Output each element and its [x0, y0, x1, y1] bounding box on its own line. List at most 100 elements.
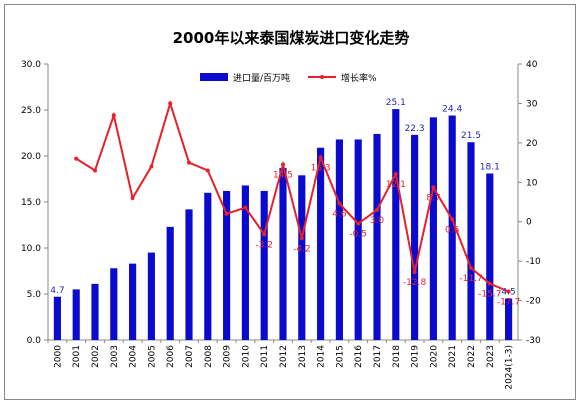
legend-line-marker: [320, 75, 324, 79]
y-tick-label: 20.0: [21, 152, 41, 162]
bar-data-label: 4.5: [501, 288, 515, 298]
growth-point: [487, 281, 492, 286]
bar-data-label: 4.7: [50, 286, 64, 296]
y2-tick-label: 10: [526, 178, 538, 188]
legend: 进口量/百万吨 增长率%: [200, 72, 377, 84]
x-tick-label: 2001: [72, 345, 82, 368]
y-tick-label: 30.0: [21, 60, 41, 70]
legend-bar-label: 进口量/百万吨: [233, 72, 290, 84]
x-tick-label: 2021: [448, 345, 458, 368]
bar-data-label: 21.5: [461, 131, 481, 141]
x-tick-label: 2018: [392, 345, 402, 368]
x-tick-label: 2012: [279, 345, 289, 368]
growth-point: [337, 201, 342, 206]
bar: [467, 142, 475, 340]
x-tick-label: 2010: [241, 345, 251, 368]
x-tick-label: 2005: [147, 345, 157, 368]
growth-point: [431, 185, 436, 190]
growth-point: [450, 217, 455, 222]
growth-point: [375, 207, 379, 212]
x-tick-label: 2020: [429, 345, 439, 368]
bar: [392, 109, 400, 340]
growth-point: [243, 205, 248, 210]
bar: [486, 173, 494, 340]
line-data-label: -3.2: [255, 240, 273, 250]
legend-line-label: 增长率%: [341, 72, 377, 84]
growth-point: [299, 236, 304, 241]
bar: [204, 192, 212, 340]
x-tick-label: 2006: [166, 345, 176, 368]
y-tick-label: 15.0: [21, 198, 41, 208]
bar: [335, 139, 343, 340]
growth-point: [224, 211, 229, 216]
growth-point: [393, 172, 398, 177]
bar: [298, 175, 306, 340]
growth-line: [75, 100, 509, 293]
y-tick-label: 5.0: [27, 290, 42, 300]
y2-tick-label: 30: [526, 99, 538, 109]
line-data-label: 8.7: [426, 193, 440, 203]
growth-point: [469, 265, 473, 270]
bar: [110, 268, 118, 340]
x-tick-label: 2007: [185, 345, 195, 368]
x-tick-label: 2003: [110, 345, 120, 368]
x-tick-label: 2009: [223, 345, 233, 368]
growth-point: [93, 168, 97, 173]
y2-tick-label: 20: [526, 139, 538, 149]
y-tick-label: 10.0: [21, 244, 41, 254]
x-tick-label: 2019: [411, 345, 421, 368]
line-data-label: 3.0: [370, 216, 385, 226]
x-tick-label: 2008: [204, 345, 214, 368]
bar: [72, 289, 80, 340]
bar: [505, 298, 513, 340]
bar-data-label: 25.1: [386, 98, 406, 108]
line-data-label: 0.6: [445, 225, 460, 235]
y-tick-label: 25.0: [21, 106, 41, 116]
x-tick-label: 2024(1-3): [505, 345, 515, 390]
x-tick-label: 2023: [486, 345, 496, 368]
growth-point: [168, 101, 173, 106]
growth-point: [187, 160, 191, 165]
bar: [411, 134, 419, 340]
x-tick-label: 2004: [129, 345, 139, 368]
growth-point: [130, 196, 135, 201]
line-data-label: -4.2: [293, 244, 311, 254]
growth-point: [149, 164, 154, 169]
line-data-label: 4.6: [332, 210, 347, 220]
y2-tick-label: -30: [526, 336, 541, 346]
x-tick-label: 2015: [335, 345, 345, 368]
line-data-label: 16.3: [311, 163, 331, 173]
bar-data-label: 18.1: [480, 162, 500, 172]
growth-point: [281, 162, 285, 167]
bar: [373, 133, 381, 340]
y2-tick-label: 0: [526, 218, 532, 228]
bar-data-label: 24.4: [442, 105, 462, 115]
growth-point: [111, 113, 116, 118]
y2-tick-label: 40: [526, 60, 538, 70]
growth-point: [506, 289, 511, 294]
line-data-label: 12.1: [386, 180, 406, 190]
y2-tick-label: -20: [526, 297, 541, 307]
growth-point: [74, 156, 79, 161]
bar: [129, 263, 137, 340]
x-tick-label: 2013: [298, 345, 308, 368]
chart-title: 2000年以来泰国煤炭进口变化走势: [173, 29, 410, 47]
bar: [260, 190, 268, 340]
bar: [448, 115, 456, 341]
x-tick-label: 2002: [91, 345, 101, 368]
bar: [147, 252, 155, 340]
x-tick-label: 2011: [260, 345, 270, 368]
bar: [166, 226, 174, 340]
line-data-label: -17.7: [497, 298, 520, 308]
bar: [223, 190, 231, 340]
bar: [53, 296, 61, 340]
bar: [91, 283, 99, 340]
bar: [241, 185, 249, 340]
line-data-label: -0.5: [349, 230, 367, 240]
bar: [354, 139, 362, 340]
x-tick-label: 2016: [354, 345, 364, 368]
bar: [317, 147, 325, 340]
x-tick-label: 2014: [317, 345, 327, 368]
growth-point: [205, 168, 210, 173]
